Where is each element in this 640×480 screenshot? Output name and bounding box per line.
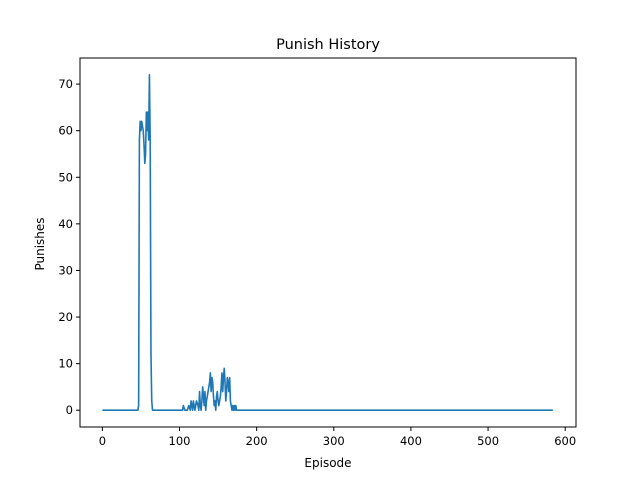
y-tick-label: 30 bbox=[58, 263, 73, 277]
y-axis-ticks: 0 10 20 30 40 50 60 70 bbox=[58, 77, 80, 417]
y-tick-label: 10 bbox=[58, 357, 73, 371]
x-tick-label: 400 bbox=[400, 434, 422, 448]
y-axis-label: Punishes bbox=[33, 217, 47, 270]
plot-lines bbox=[102, 73, 553, 412]
x-tick-label: 100 bbox=[169, 434, 191, 448]
chart-title: Punish History bbox=[276, 37, 380, 53]
x-tick-label: 600 bbox=[554, 434, 576, 448]
plot-frame bbox=[79, 57, 577, 428]
x-tick-label: 500 bbox=[477, 434, 499, 448]
x-tick-label: 300 bbox=[323, 434, 345, 448]
series-line-0 bbox=[102, 73, 553, 412]
y-tick-label: 40 bbox=[58, 217, 73, 231]
x-axis-label: Episode bbox=[304, 456, 351, 470]
y-tick-label: 20 bbox=[58, 310, 73, 324]
y-tick-label: 50 bbox=[58, 170, 73, 184]
y-tick-label: 70 bbox=[58, 77, 73, 91]
x-tick-label: 200 bbox=[246, 434, 268, 448]
x-axis-ticks: 0 100 200 300 400 500 600 bbox=[99, 427, 576, 448]
y-tick-label: 60 bbox=[58, 124, 73, 138]
x-tick-label: 0 bbox=[99, 434, 106, 448]
y-tick-label: 0 bbox=[66, 403, 73, 417]
